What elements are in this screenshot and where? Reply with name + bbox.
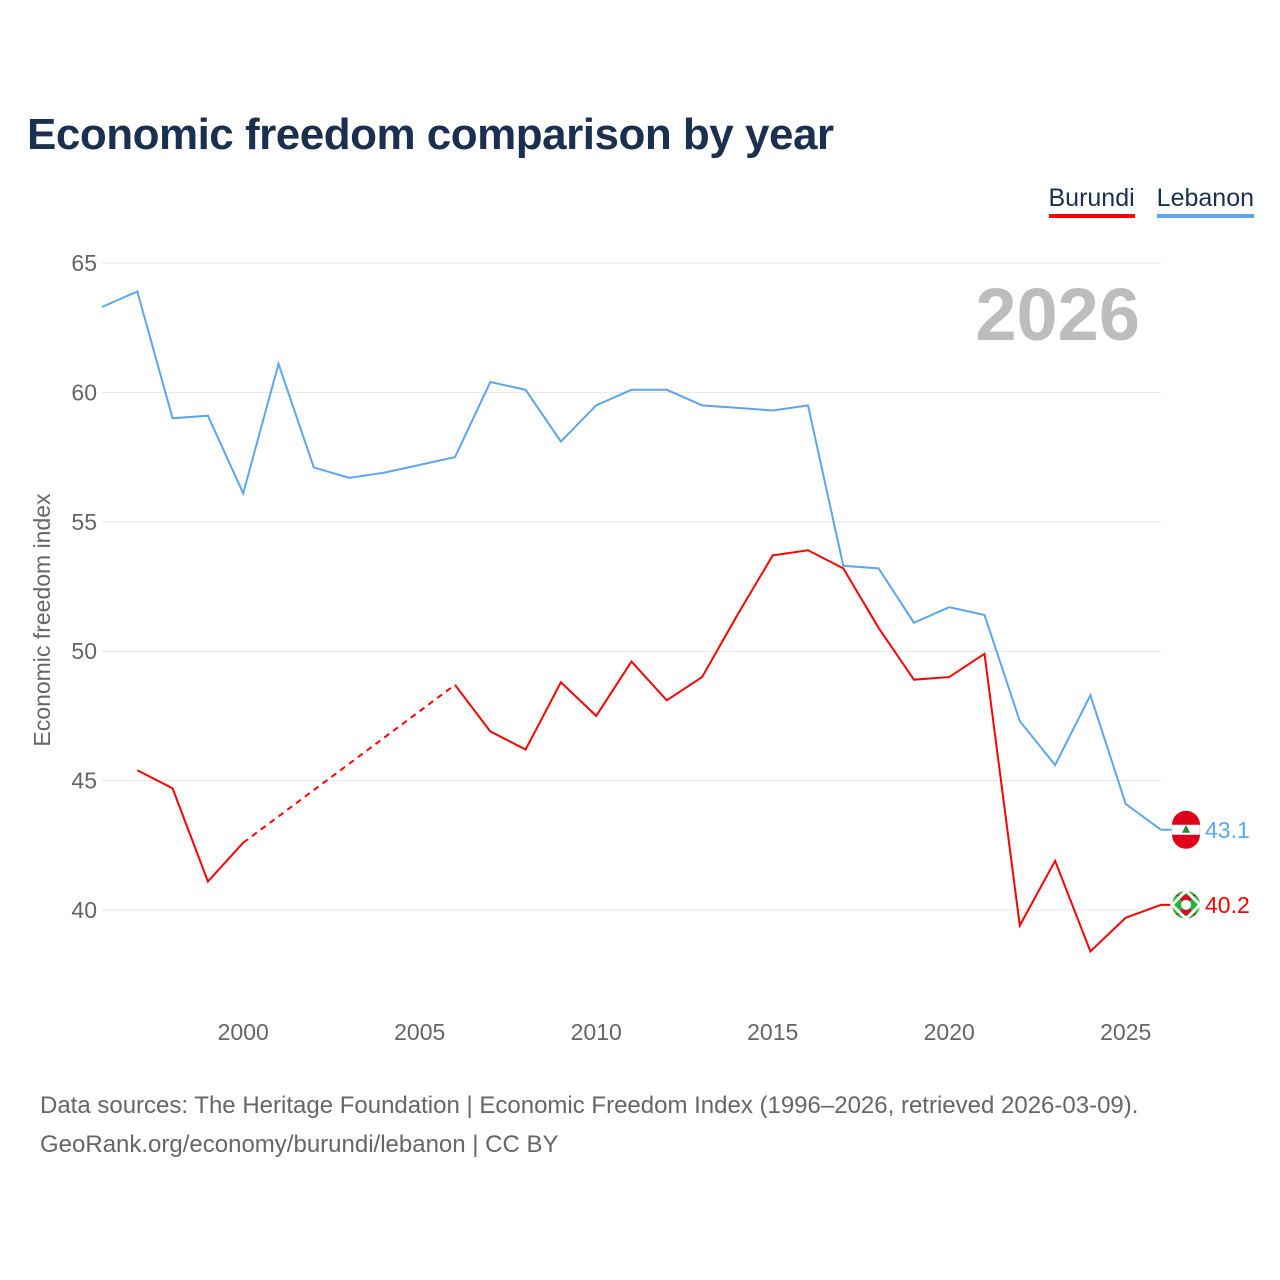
end-label-burundi: 40.2 bbox=[1205, 892, 1250, 918]
chart-title: Economic freedom comparison by year bbox=[27, 110, 834, 159]
attribution-text: GeoRank.org/economy/burundi/lebanon | CC… bbox=[40, 1131, 559, 1158]
series-line-burundi bbox=[136, 549, 1162, 954]
x-tick-label: 2005 bbox=[394, 1019, 445, 1045]
flag-disc bbox=[1181, 899, 1191, 910]
x-tick-label: 2010 bbox=[571, 1019, 622, 1045]
y-axis-label: Economic freedom index bbox=[29, 493, 55, 747]
x-tick-label: 2015 bbox=[747, 1019, 798, 1045]
x-tick-label: 2000 bbox=[218, 1019, 269, 1045]
legend: Burundi Lebanon bbox=[1048, 184, 1254, 218]
legend-burundi[interactable]: Burundi bbox=[1048, 184, 1135, 218]
cedar-icon bbox=[1182, 824, 1190, 833]
y-tick-label: 60 bbox=[71, 379, 97, 405]
y-tick-label: 55 bbox=[71, 509, 97, 535]
y-tick-label: 45 bbox=[71, 768, 97, 794]
x-tick-label: 2020 bbox=[924, 1019, 975, 1045]
y-tick-label: 65 bbox=[71, 250, 97, 276]
series-gap-burundi bbox=[242, 684, 456, 844]
legend-lebanon[interactable]: Lebanon bbox=[1156, 184, 1254, 218]
flag-stripe bbox=[1172, 834, 1200, 849]
year-watermark: 2026 bbox=[975, 273, 1140, 356]
series-line-lebanon bbox=[101, 290, 1162, 831]
y-tick-label: 40 bbox=[71, 897, 97, 923]
end-label-lebanon: 43.1 bbox=[1205, 817, 1250, 843]
source-text: Data sources: The Heritage Foundation | … bbox=[40, 1092, 1139, 1119]
flag-stripe bbox=[1172, 810, 1200, 825]
y-tick-label: 50 bbox=[71, 638, 97, 664]
footer: Data sources: The Heritage Foundation | … bbox=[40, 1086, 1138, 1164]
x-tick-label: 2025 bbox=[1100, 1019, 1151, 1045]
flag-saltire bbox=[1169, 888, 1203, 921]
